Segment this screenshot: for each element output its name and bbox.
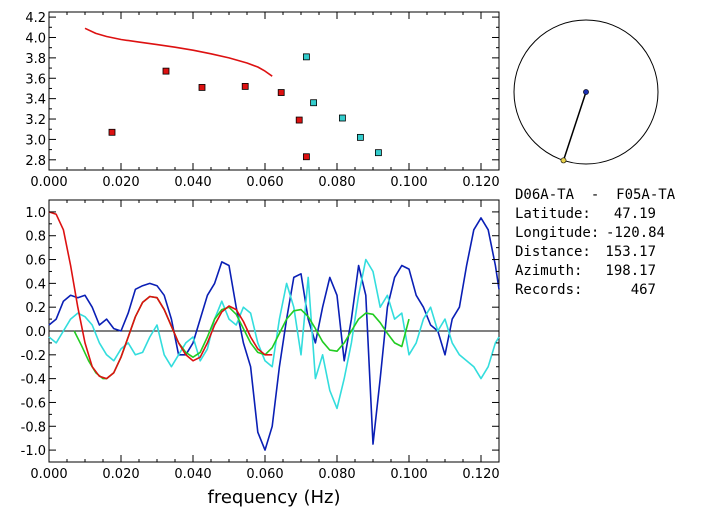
coherence-x-tick-label: 0.080 xyxy=(318,467,355,482)
dispersion-y-tick-label: 3.4 xyxy=(25,93,46,108)
dispersion-series-0-line xyxy=(84,27,273,77)
compass-circle xyxy=(513,19,659,165)
dispersion-series-1-point xyxy=(241,83,249,90)
dispersion-x-tick-label: 0.120 xyxy=(462,175,499,190)
dispersion-series-1-point xyxy=(302,153,310,161)
dispersion-y-tick-label: 3.0 xyxy=(25,133,46,148)
dispersion-series-1-point xyxy=(277,89,285,96)
dispersion-y-tick-label: 3.2 xyxy=(25,113,46,128)
coherence-y-tick-label: -0.2 xyxy=(21,349,46,364)
records-value: 467 xyxy=(631,282,656,298)
dispersion-series-2-point xyxy=(310,99,318,107)
coherence-y-tick-label: 0.4 xyxy=(25,277,46,292)
dispersion-plot-frame xyxy=(48,11,500,171)
azimuth-compass xyxy=(513,19,659,165)
dispersion-y-tick-label: 3.8 xyxy=(25,52,46,67)
coherence-y-tick-label: 0.8 xyxy=(25,230,46,245)
dispersion-x-tick-label: 0.080 xyxy=(318,175,355,190)
dispersion-x-tick-label: 0.060 xyxy=(246,175,283,190)
dispersion-y-tick-label: 4.0 xyxy=(25,31,46,46)
distance-value: 153.17 xyxy=(605,244,656,260)
coherence-y-tick-label: 1.0 xyxy=(25,206,46,221)
dispersion-series-1-point xyxy=(198,84,206,91)
dispersion-series-2-point xyxy=(338,114,346,122)
azimuth-label: Azimuth: xyxy=(515,263,582,279)
longitude-value: -120.84 xyxy=(606,225,665,241)
coherence-x-tick-label: 0.100 xyxy=(390,467,427,482)
station-info: D06A-TA - F05A-TA Latitude: 47.19 Longit… xyxy=(515,187,676,298)
azimuth-needle xyxy=(562,91,587,161)
coherence-y-tick-label: 0.6 xyxy=(25,254,46,269)
coherence-y-tick-label: 0.0 xyxy=(25,325,46,340)
coherence-y-tick-label: -0.4 xyxy=(21,373,46,388)
coherence-series-1-line xyxy=(48,258,500,410)
latitude-value: 47.19 xyxy=(614,206,656,222)
coherence-series-0-line xyxy=(48,217,500,451)
coherence-panel: 0.000 0.020 0.040 0.060 0.080 0.100 0.120 1.0 0.… xyxy=(21,199,500,508)
dispersion-series-2-point xyxy=(302,53,310,61)
dispersion-x-tick-label: 0.020 xyxy=(102,175,139,190)
dispersion-y-tick-label: 3.6 xyxy=(25,72,46,87)
coherence-y-tick-label: -1.0 xyxy=(21,444,46,459)
station-center-dot xyxy=(583,89,589,95)
coherence-x-tick-label: 0.040 xyxy=(174,467,211,482)
dispersion-series-1-point xyxy=(108,128,116,136)
longitude-label: Longitude: xyxy=(515,225,599,241)
dispersion-y-tick-label: 4.2 xyxy=(25,11,46,26)
dispersion-x-tick-label: 0.100 xyxy=(390,175,427,190)
coherence-x-tick-label: 0.120 xyxy=(462,467,499,482)
dispersion-panel: 0.000 0.020 0.040 0.060 0.080 0.100 0.120 2.8 3.… xyxy=(25,11,499,190)
dispersion-series-1-point xyxy=(162,67,170,75)
station-end-dot xyxy=(560,157,567,164)
dispersion-x-tick-label: 0.040 xyxy=(174,175,211,190)
coherence-x-tick-label: 0.000 xyxy=(30,467,67,482)
distance-label: Distance: xyxy=(515,244,591,260)
azimuth-value: 198.17 xyxy=(605,263,656,279)
dispersion-series-2-point xyxy=(356,133,364,141)
coherence-y-tick-label: 0.2 xyxy=(25,301,46,316)
latitude-label: Latitude: xyxy=(515,206,591,222)
coherence-series-3-line xyxy=(48,211,273,380)
dispersion-y-tick-label: 2.8 xyxy=(25,154,46,169)
coherence-x-tick-label: 0.020 xyxy=(102,467,139,482)
records-label: Records: xyxy=(515,282,582,298)
dispersion-series-2-point xyxy=(374,149,382,157)
coherence-y-tick-label: -0.8 xyxy=(21,420,46,435)
station-pair: D06A-TA - F05A-TA xyxy=(515,187,676,203)
x-axis-label: frequency (Hz) xyxy=(207,487,340,508)
dispersion-x-tick-label: 0.000 xyxy=(30,175,67,190)
dispersion-series-1-point xyxy=(295,116,303,124)
coherence-y-tick-label: -0.6 xyxy=(21,396,46,411)
coherence-x-tick-label: 0.060 xyxy=(246,467,283,482)
